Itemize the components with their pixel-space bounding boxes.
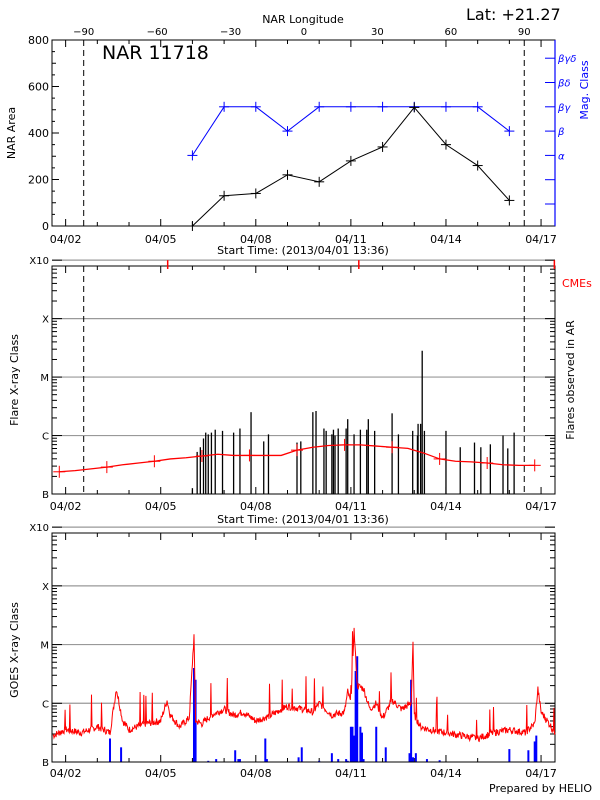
x-tick-label: 04/14 xyxy=(430,500,462,513)
class-tick-label: B xyxy=(42,490,49,501)
y-tick-label: 200 xyxy=(28,174,49,187)
cme-label: CMEs xyxy=(562,277,592,290)
x-tick-label: 04/11 xyxy=(335,767,367,780)
nar-area-panel: NAR Longitude NAR 11718 NAR Area Mag. Cl… xyxy=(5,13,591,257)
nar-area-line xyxy=(192,106,510,227)
x-tick-label: 04/17 xyxy=(525,767,557,780)
x-tick-label: 04/11 xyxy=(335,500,367,513)
class-tick-label: B xyxy=(42,758,49,769)
x-tick-label: 04/05 xyxy=(145,767,177,780)
top-axis-label: NAR Longitude xyxy=(262,13,344,26)
top-axes-frame xyxy=(51,39,556,227)
y-tick-label: 400 xyxy=(28,127,49,140)
class-tick-label: M xyxy=(40,641,49,652)
x-tick-label: 04/14 xyxy=(430,767,462,780)
y-tick-label: 800 xyxy=(28,34,49,47)
mag-class-tick-label: β xyxy=(557,127,565,138)
mid-y-axis-label: Flare X-ray Class xyxy=(8,334,21,426)
mid-right-axis-label: Flares observed in AR xyxy=(564,320,577,440)
bottom-y-axis-label: GOES X-ray Class xyxy=(8,602,21,698)
goes-xray-panel: GOES X-ray Class Prepared by HELIO B C M X X… xyxy=(8,523,592,795)
x-tick-label: 04/08 xyxy=(240,500,272,513)
longitude-tick-label: 0 xyxy=(301,27,307,38)
class-tick-label: C xyxy=(42,699,49,710)
x-tick-label: 04/02 xyxy=(50,767,82,780)
x-tick-label: 04/08 xyxy=(240,233,272,246)
mid-x-axis-label: Start Time: (2013/04/01 13:36) xyxy=(217,513,389,526)
longitude-tick-label: −30 xyxy=(220,27,241,38)
class-tick-label: X10 xyxy=(29,523,49,534)
mag-class-axis-label: Mag. Class xyxy=(578,60,591,119)
x-tick-label: 04/05 xyxy=(145,233,177,246)
latitude-label: Lat: +21.27 xyxy=(466,5,561,24)
mag-class-tick-label: βγ xyxy=(557,103,571,114)
x-tick-label: 04/08 xyxy=(240,767,272,780)
x-tick-label: 04/11 xyxy=(335,233,367,246)
mag-class-tick-label: α xyxy=(558,151,565,162)
prepared-by-label: Prepared by HELIO xyxy=(489,782,592,795)
top-x-axis-label: Start Time: (2013/04/01 13:36) xyxy=(217,244,389,257)
class-tick-label: X xyxy=(42,582,49,593)
longitude-tick-label: 60 xyxy=(444,27,457,38)
y-tick-label: 600 xyxy=(28,81,49,94)
x-tick-label: 04/02 xyxy=(50,500,82,513)
mag-class-line xyxy=(191,106,510,156)
x-tick-label: 04/17 xyxy=(525,233,557,246)
mag-class-tick-label: βγδ xyxy=(557,54,576,65)
flare-class-panel: Flare X-ray Class Flares observed in AR … xyxy=(8,256,592,526)
x-tick-label: 04/05 xyxy=(145,500,177,513)
longitude-tick-label: −60 xyxy=(147,27,168,38)
top-y-axis-label: NAR Area xyxy=(5,107,18,159)
mag-class-tick-label: βδ xyxy=(557,79,571,90)
nar-title: NAR 11718 xyxy=(102,42,209,64)
goes-flux-line xyxy=(52,627,556,743)
class-tick-label: C xyxy=(42,432,49,443)
x-tick-label: 04/17 xyxy=(525,500,557,513)
x-tick-label: 04/02 xyxy=(50,233,82,246)
class-tick-label: X10 xyxy=(29,256,49,267)
y-tick-label: 0 xyxy=(42,220,49,233)
longitude-tick-label: 90 xyxy=(518,27,531,38)
class-tick-label: M xyxy=(40,373,49,384)
axes-frame xyxy=(51,265,556,495)
longitude-tick-label: −90 xyxy=(73,27,94,38)
class-tick-label: X xyxy=(42,315,49,326)
x-tick-label: 04/14 xyxy=(430,233,462,246)
longitude-tick-label: 30 xyxy=(371,27,384,38)
